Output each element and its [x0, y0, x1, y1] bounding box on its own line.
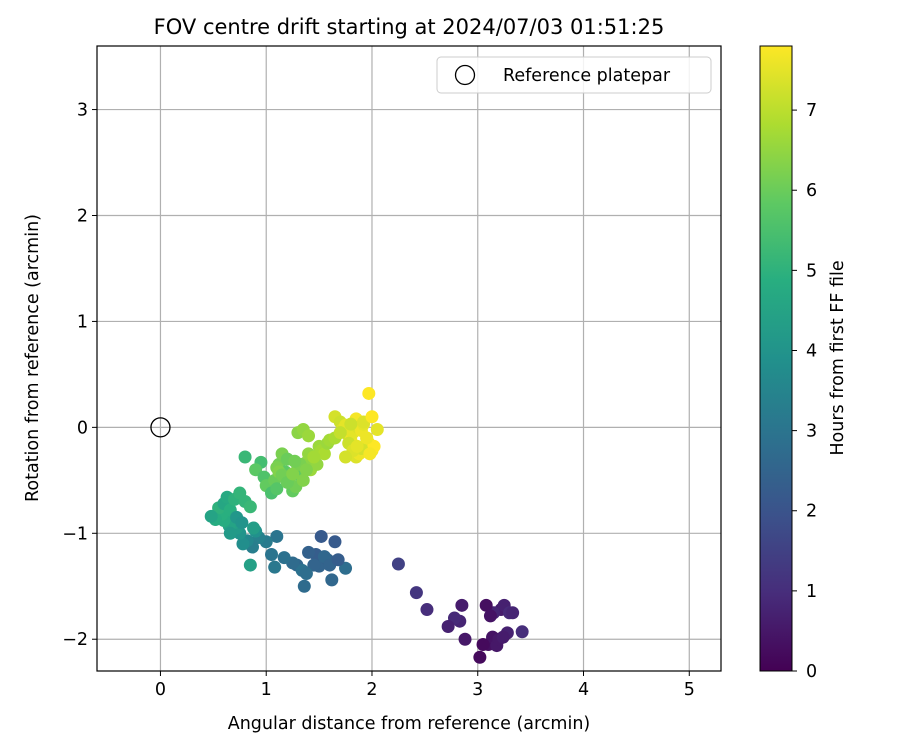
plot-frame — [96, 45, 722, 672]
y-tick-label: 1 — [77, 312, 88, 332]
x-axis-ticks: 0 1 2 3 4 5 — [155, 671, 695, 700]
colorbar-tick-label: 7 — [806, 101, 817, 121]
grid-lines — [97, 46, 721, 671]
y-tick-label: 2 — [77, 206, 88, 226]
data-point — [339, 450, 353, 464]
data-point — [288, 454, 302, 468]
data-point — [307, 558, 321, 572]
data-point — [297, 579, 311, 593]
x-axis-label: Angular distance from reference (arcmin) — [228, 714, 591, 734]
data-point — [265, 547, 279, 561]
data-point — [223, 526, 237, 540]
legend-box — [436, 56, 712, 94]
x-tick-label: 4 — [578, 680, 589, 700]
data-point — [333, 426, 347, 440]
data-point — [331, 553, 345, 567]
data-point — [296, 473, 310, 487]
data-point — [391, 557, 405, 571]
data-point — [325, 573, 339, 587]
data-point — [317, 447, 331, 461]
data-point — [243, 500, 257, 514]
data-point — [483, 609, 497, 623]
data-point — [204, 509, 218, 523]
y-axis-ticks: −2 −1 0 1 2 3 — [62, 101, 97, 650]
data-point — [249, 463, 263, 477]
data-point — [506, 606, 520, 620]
colorbar-tick-label: 3 — [806, 422, 817, 442]
data-point — [350, 439, 364, 453]
data-point — [409, 586, 423, 600]
data-point — [476, 638, 490, 652]
data-point — [307, 450, 321, 464]
x-tick-label: 3 — [472, 680, 483, 700]
data-point — [420, 603, 434, 617]
colorbar-tick-label: 6 — [806, 181, 817, 201]
colorbar-tick-label: 4 — [806, 341, 817, 361]
colorbar-tick-label: 5 — [806, 261, 817, 281]
y-tick-label: 0 — [77, 418, 88, 438]
chart-title: FOV centre drift starting at 2024/07/03 … — [154, 15, 665, 39]
data-point — [455, 598, 469, 612]
data-point — [235, 516, 249, 530]
x-tick-label: 2 — [366, 680, 377, 700]
data-point — [339, 561, 353, 575]
data-point — [299, 567, 313, 581]
x-tick-label: 5 — [684, 680, 695, 700]
colorbar: 0 1 2 3 4 5 6 7 Hours from first FF file — [759, 45, 848, 682]
colorbar-ticks: 0 1 2 3 4 5 6 7 — [792, 101, 817, 682]
data-point — [268, 560, 282, 574]
data-point — [344, 417, 358, 431]
data-point — [270, 482, 284, 496]
legend-marker-icon — [454, 64, 476, 86]
data-point — [243, 558, 257, 572]
x-tick-label: 1 — [261, 680, 272, 700]
data-point — [302, 545, 316, 559]
data-point — [328, 535, 342, 549]
data-point — [370, 422, 384, 436]
data-point — [270, 529, 284, 543]
y-axis-label: Rotation from reference (arcmin) — [23, 214, 43, 502]
y-tick-label: −1 — [62, 524, 88, 544]
y-tick-label: −2 — [62, 630, 88, 650]
reference-platepar-marker — [150, 417, 171, 438]
data-point — [299, 463, 313, 477]
data-point — [458, 632, 472, 646]
colorbar-gradient — [759, 45, 793, 672]
y-tick-label: 3 — [77, 101, 88, 121]
data-point — [236, 537, 250, 551]
data-point — [365, 410, 379, 424]
data-point — [473, 650, 487, 664]
data-point — [286, 467, 300, 481]
data-point — [479, 598, 493, 612]
data-point — [277, 551, 291, 565]
data-point — [362, 386, 376, 400]
colorbar-tick-label: 1 — [806, 582, 817, 602]
colorbar-label: Hours from first FF file — [828, 260, 848, 455]
data-point — [515, 625, 529, 639]
colorbar-tick-label: 0 — [806, 662, 817, 682]
data-point — [247, 521, 261, 535]
colorbar-tick-label: 2 — [806, 502, 817, 522]
data-point — [302, 429, 316, 443]
data-point — [496, 630, 510, 644]
data-point — [441, 620, 455, 634]
data-point — [363, 447, 377, 461]
legend: Reference platepar — [436, 56, 712, 94]
x-tick-label: 0 — [155, 680, 166, 700]
data-point — [360, 431, 374, 445]
data-point — [238, 450, 252, 464]
data-point — [314, 529, 328, 543]
data-points — [150, 386, 529, 664]
legend-entry-label: Reference platepar — [503, 66, 671, 86]
